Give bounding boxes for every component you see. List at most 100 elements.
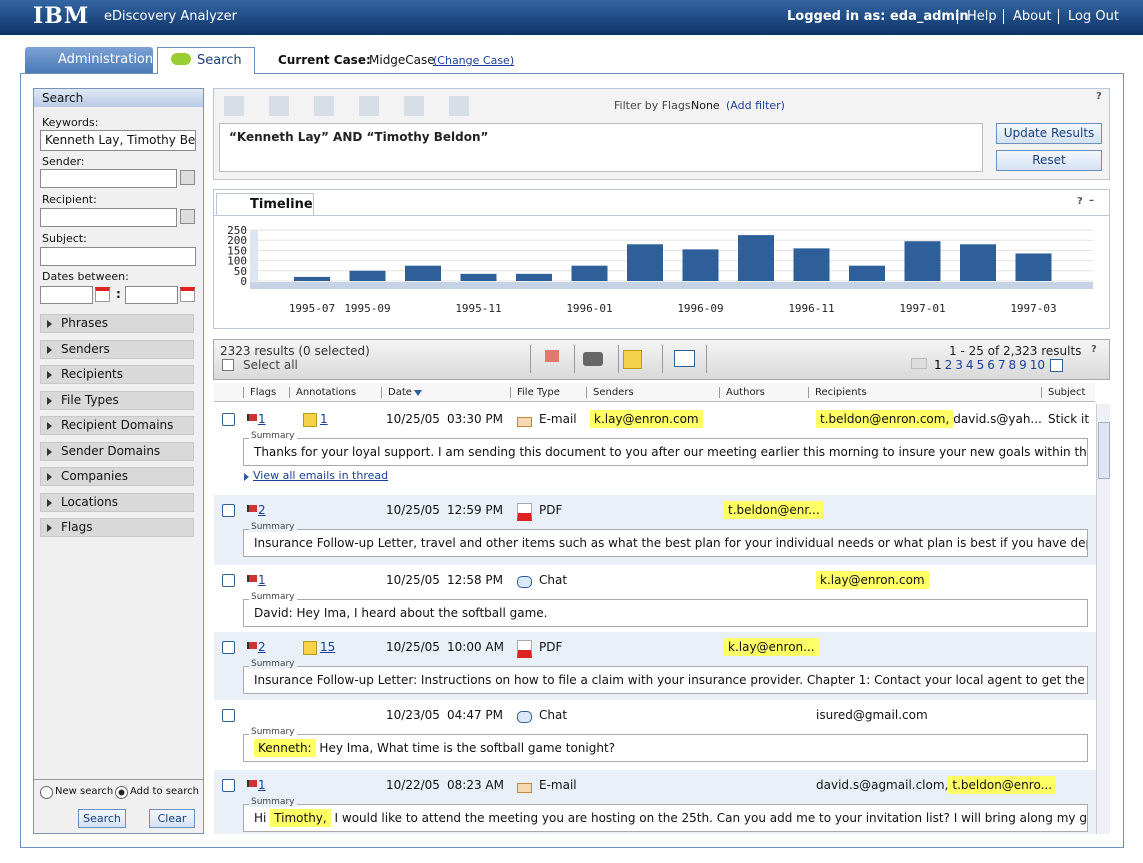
column-header-label[interactable]: Authors xyxy=(719,387,765,398)
sender-picker[interactable] xyxy=(180,170,195,185)
query-box[interactable] xyxy=(219,123,983,172)
column-header-label[interactable]: File Type xyxy=(510,387,560,398)
subject-input[interactable] xyxy=(40,247,196,266)
timeline-minimize[interactable]: – xyxy=(1089,195,1094,206)
facet[interactable]: Senders xyxy=(40,339,194,359)
column-header-label[interactable]: Annotations xyxy=(289,387,356,398)
reset-button[interactable]: Reset xyxy=(996,150,1102,171)
brand: IBM xyxy=(33,3,90,29)
recipient-input[interactable] xyxy=(40,208,177,227)
facet[interactable]: Recipients xyxy=(40,365,194,384)
print-action[interactable] xyxy=(583,352,603,366)
time: 10:00 AM xyxy=(447,640,504,654)
sender-input[interactable] xyxy=(40,169,177,188)
new-search-label: New search xyxy=(55,786,114,797)
change-case[interactable]: (Change Case) xyxy=(433,54,515,67)
note-action[interactable] xyxy=(623,350,642,369)
column-header-label[interactable]: Date xyxy=(381,387,412,398)
column-header-label[interactable]: Subject xyxy=(1041,387,1085,398)
flag-action[interactable] xyxy=(545,350,559,362)
row-checkbox[interactable] xyxy=(222,779,235,792)
results-list: 1 1 10/25/05 03:30 PM E-mail k.lay@enron.com t… xyxy=(214,404,1096,834)
add-search-radio[interactable] xyxy=(115,786,128,799)
file-type: E-mail xyxy=(539,412,577,426)
new-search-radio[interactable] xyxy=(40,786,53,799)
update-button[interactable]: Update Results xyxy=(996,123,1102,144)
facet[interactable]: Phrases xyxy=(40,314,194,333)
page-link[interactable]: 1 xyxy=(934,358,942,372)
facet[interactable]: Locations xyxy=(40,492,194,512)
next-page[interactable] xyxy=(1050,359,1064,372)
page-link[interactable]: 9 xyxy=(1019,358,1027,372)
facet[interactable]: Sender Domains xyxy=(40,441,194,461)
page-link[interactable]: 4 xyxy=(965,358,974,372)
row-main: 2 10/25/05 12:59 PM PDF t.beldon@enr... xyxy=(214,501,1096,524)
row-checkbox[interactable] xyxy=(222,504,235,517)
summary-text: Timothy, xyxy=(270,809,331,827)
author: t.beldon@enr... xyxy=(724,501,824,519)
bar xyxy=(960,244,996,281)
sender: k.lay@enron.com xyxy=(590,410,703,428)
select-all-box[interactable] xyxy=(222,359,234,371)
page-link[interactable]: 5 xyxy=(976,358,985,372)
page-link[interactable]: 10 xyxy=(1029,358,1046,372)
y-tick-label: 150 xyxy=(227,244,247,257)
x-tick-label: 1997-03 xyxy=(1010,302,1056,315)
view-action[interactable] xyxy=(674,350,695,367)
logout-link[interactable]: Log Out xyxy=(1058,9,1119,24)
column-header-label[interactable]: Senders xyxy=(586,387,634,398)
row-checkbox[interactable] xyxy=(222,709,235,722)
bar xyxy=(738,235,774,281)
page-link[interactable]: 2 xyxy=(944,358,953,372)
filter-value: None xyxy=(691,99,720,112)
y-tick-label: 250 xyxy=(227,224,247,237)
admin-tab[interactable]: Administration xyxy=(25,47,153,73)
y-tick-label: 100 xyxy=(227,255,247,268)
about-link[interactable]: About xyxy=(1003,9,1051,24)
facet[interactable]: Flags xyxy=(40,518,194,537)
flag-count[interactable]: 1 xyxy=(258,412,266,426)
summary-label: Summary xyxy=(249,659,297,669)
facet[interactable]: Recipient Domains xyxy=(40,416,194,435)
help-link[interactable]: Help xyxy=(957,9,997,24)
authors: k.lay@enron... xyxy=(724,638,819,656)
page-link[interactable]: 7 xyxy=(997,358,1006,372)
add-filter[interactable]: (Add filter) xyxy=(726,99,785,112)
keywords-input[interactable]: Kenneth Lay, Timothy Bel xyxy=(40,130,196,151)
annotation-count[interactable]: 15 xyxy=(320,640,336,654)
file-type-icon xyxy=(517,417,532,427)
calendar-icon[interactable] xyxy=(180,287,195,302)
summary: Kenneth: Hey Ima, What time is the softb… xyxy=(243,734,1088,762)
row-checkbox[interactable] xyxy=(222,413,235,426)
flag-count[interactable]: 1 xyxy=(258,778,266,792)
first-page[interactable] xyxy=(911,358,927,369)
flag-count[interactable]: 1 xyxy=(258,573,266,587)
file-type-icon xyxy=(517,503,532,521)
clear-button[interactable]: Clear xyxy=(149,809,195,828)
annotation-count[interactable]: 1 xyxy=(320,412,328,426)
flag-count[interactable]: 2 xyxy=(258,503,266,517)
page-link[interactable]: 8 xyxy=(1008,358,1017,372)
thread-link[interactable]: View all emails in thread xyxy=(253,469,389,482)
row-checkbox[interactable] xyxy=(222,574,235,587)
subject: Stick it xyxy=(1048,412,1090,426)
page-link[interactable]: 6 xyxy=(987,358,995,372)
search-button[interactable]: Search xyxy=(78,809,126,828)
results-count: 2323 results (0 selected) xyxy=(220,344,370,358)
row-main: 1 10/22/05 08:23 AM E-mail david.s@agmail.cl… xyxy=(214,776,1096,799)
facet[interactable]: Companies xyxy=(40,467,194,486)
recipient-picker[interactable] xyxy=(180,209,195,224)
column-header-label[interactable]: Flags xyxy=(243,387,276,398)
logged-in: Logged in as: eda_admin xyxy=(787,9,969,24)
date-from[interactable] xyxy=(40,286,93,304)
search-tab[interactable]: Search xyxy=(157,47,255,74)
column-header-label[interactable]: Recipients xyxy=(808,387,867,398)
facet[interactable]: File Types xyxy=(40,390,194,410)
row-checkbox[interactable] xyxy=(222,641,235,654)
facet-label: Flags xyxy=(61,520,93,534)
date-to[interactable] xyxy=(125,286,178,304)
calendar-icon[interactable] xyxy=(95,287,110,302)
page-link[interactable]: 3 xyxy=(955,358,963,372)
flag-count[interactable]: 2 xyxy=(258,640,266,654)
